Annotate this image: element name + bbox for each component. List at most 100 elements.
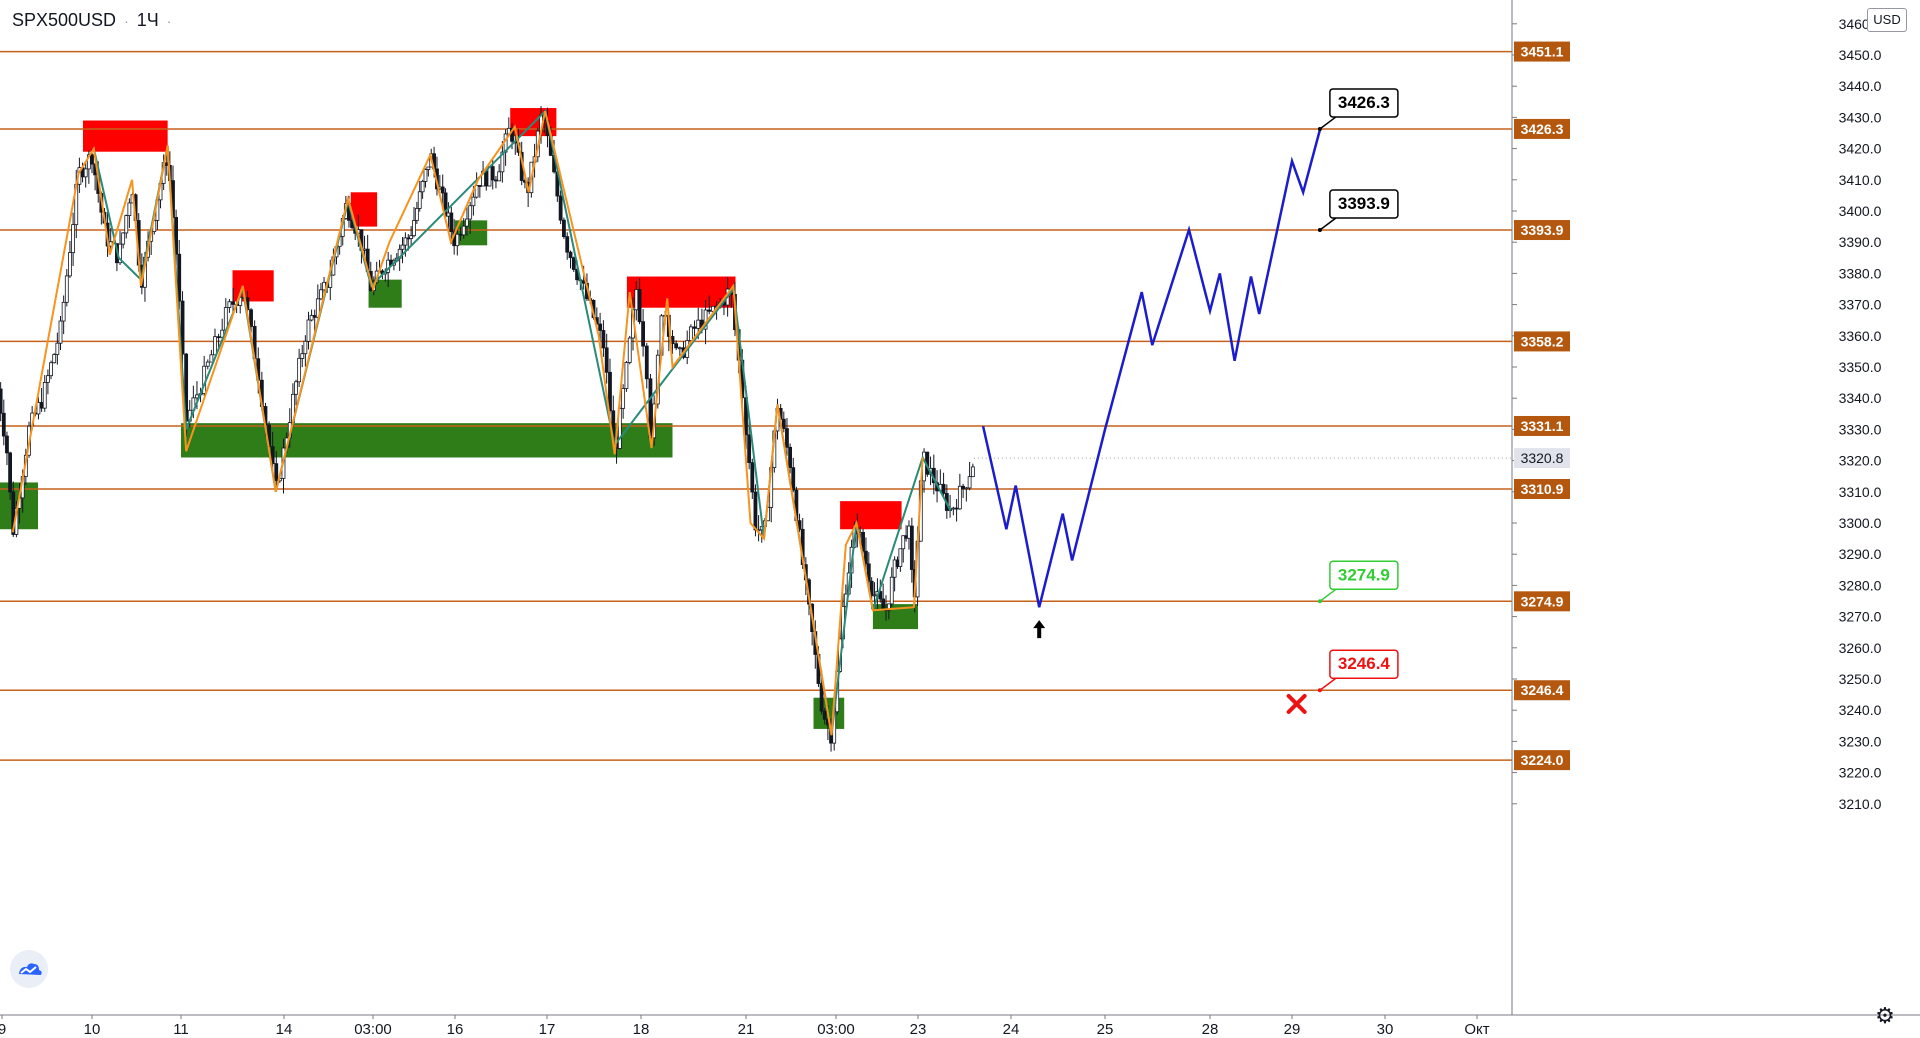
target-connector	[1319, 217, 1337, 231]
candle-body	[423, 169, 428, 182]
candle-body	[568, 251, 573, 259]
candle-body	[688, 326, 693, 341]
candle-body	[300, 353, 305, 359]
price-tick-label: 3280.0	[1839, 577, 1882, 593]
candle-body	[644, 345, 649, 380]
candle-body	[696, 319, 701, 329]
price-tick-label: 3240.0	[1839, 702, 1882, 718]
target-callout: 3393.9	[1317, 189, 1399, 233]
tradingview-logo[interactable]	[10, 950, 48, 988]
candle-body	[465, 218, 469, 227]
candle-body	[71, 224, 75, 253]
candle-body	[711, 305, 715, 312]
candle-body	[306, 319, 311, 342]
candle-body	[177, 253, 182, 302]
forecast-layer	[981, 129, 1322, 608]
price-tick-label: 3390.0	[1839, 234, 1882, 250]
candle-body	[791, 467, 796, 491]
price-tick-label: 3420.0	[1839, 141, 1882, 157]
candle-body	[494, 179, 498, 182]
candle-body	[468, 205, 473, 220]
target-box	[1329, 560, 1399, 591]
candle-body	[604, 347, 609, 373]
price-tick-label: 3210.0	[1839, 796, 1882, 812]
candle-body	[951, 507, 956, 510]
candle-body	[785, 428, 789, 448]
candle-body	[64, 275, 69, 303]
candle-body	[750, 462, 755, 493]
zigzag-orange-line	[11, 110, 924, 736]
current-price-badge	[1514, 448, 1570, 469]
candle-body	[961, 485, 966, 490]
candle-body	[562, 219, 566, 238]
price-tick-label: 3430.0	[1839, 109, 1882, 125]
candle-body	[822, 710, 827, 720]
settings-gear-icon[interactable]: ⚙	[1875, 1004, 1895, 1029]
time-tick-label: 17	[539, 1021, 556, 1038]
candle-body	[417, 191, 422, 209]
resistance-zone	[626, 276, 736, 308]
candle-body	[477, 185, 482, 187]
candle-body	[90, 154, 94, 165]
candle-body	[964, 487, 969, 490]
candle-body	[249, 309, 253, 327]
symbol-ticker[interactable]: SPX500USD	[12, 10, 117, 30]
target-callout: 3274.9	[1317, 560, 1399, 604]
time-tick-label: 23	[910, 1021, 927, 1038]
candle-body	[362, 248, 367, 251]
time-tick-label: 29	[1284, 1021, 1301, 1038]
price-tick-label: 3230.0	[1839, 733, 1882, 749]
candle-body	[637, 289, 642, 323]
candle-body	[213, 336, 217, 356]
target-box	[1329, 649, 1399, 679]
candle-body	[312, 315, 317, 318]
forecast-line	[981, 129, 1322, 608]
resistance-zone	[83, 120, 168, 152]
candle-body	[692, 326, 697, 329]
target-dot	[1317, 599, 1322, 604]
candle-body	[412, 220, 416, 237]
time-tick-label: 24	[1003, 1021, 1020, 1038]
candle-body	[227, 301, 232, 308]
candle-body	[403, 237, 408, 246]
candle-body	[270, 446, 275, 465]
candle-body	[52, 354, 57, 364]
price-tick-label: 3440.0	[1839, 78, 1882, 94]
candle-body	[892, 559, 897, 578]
target-callout: 3426.3	[1317, 88, 1399, 131]
price-tick-label: 3380.0	[1839, 265, 1882, 281]
candle-body	[484, 170, 489, 187]
zones-layer	[0, 108, 918, 729]
candle-body	[294, 381, 298, 395]
candle-body	[0, 388, 3, 414]
time-tick-label: 25	[1097, 1021, 1114, 1038]
currency-button[interactable]: USD	[1867, 8, 1907, 32]
candle-body	[497, 171, 502, 182]
candle-body	[747, 434, 752, 464]
candle-body	[788, 446, 792, 469]
symbol-interval[interactable]: 1Ч	[136, 10, 159, 30]
candle-body	[898, 548, 903, 567]
candle-body	[174, 216, 179, 255]
candle-body	[124, 215, 129, 234]
candle-body	[598, 323, 603, 331]
candle-body	[68, 252, 72, 277]
candle-body	[297, 357, 302, 383]
target-callout: 3246.4	[1317, 649, 1399, 693]
candle-body	[889, 576, 894, 605]
candle-body	[309, 315, 314, 321]
candle-body	[449, 212, 454, 233]
symbol-header[interactable]: SPX500USD · 1Ч ·	[12, 10, 171, 31]
level-axis-label: 3274.9	[1521, 593, 1564, 609]
candle-body	[500, 151, 505, 173]
target-connector	[1319, 116, 1337, 130]
target-label: 3426.3	[1338, 93, 1390, 112]
candle-body	[558, 195, 563, 221]
candle-body	[866, 563, 871, 582]
markers-layer: 3426.3 3393.9 3274.9 3246.4	[1033, 88, 1399, 714]
candle-body	[886, 603, 891, 611]
candle-body	[861, 531, 865, 552]
symbol-dot: ·	[166, 12, 172, 29]
candle-body	[8, 452, 13, 493]
